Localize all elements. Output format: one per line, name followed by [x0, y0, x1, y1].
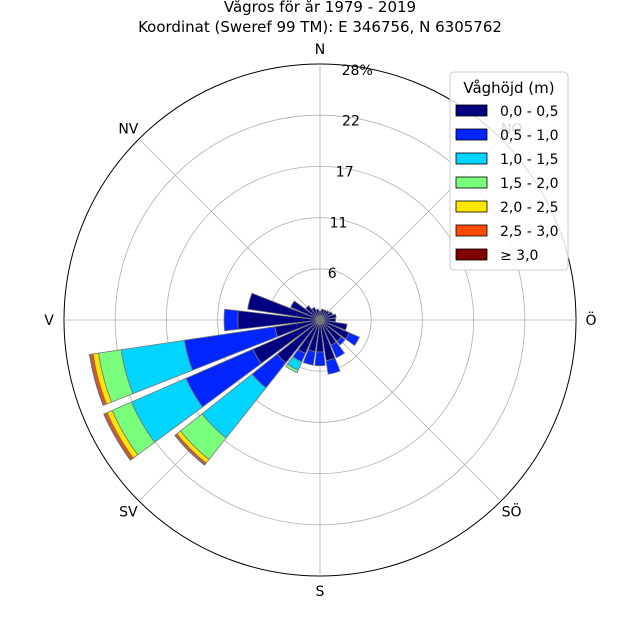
- chart-subtitle: Koordinat (Sweref 99 TM): E 346756, N 63…: [138, 18, 502, 36]
- radial-tick-label: 11: [330, 215, 348, 231]
- legend: Våghöjd (m) 0,0 - 0,5 0,5 - 1,0 1,0 - 1,5 1,…: [449, 71, 569, 271]
- legend-swatch: [455, 200, 488, 213]
- grid: [63, 63, 577, 577]
- bar-segment: [314, 351, 326, 367]
- bar-segment: [319, 310, 330, 321]
- legend-swatch: [455, 152, 488, 165]
- legend-label: 1,5 - 2,0: [500, 176, 558, 192]
- bar-segment: [319, 317, 336, 323]
- legend-swatch: [455, 176, 488, 189]
- legend-label: 2,5 - 3,0: [500, 224, 558, 240]
- direction-label: N: [315, 42, 325, 58]
- bar-segment: [315, 308, 321, 321]
- wave-bars: [88, 292, 360, 466]
- bar-segment: [103, 413, 132, 461]
- direction-label: S: [316, 584, 325, 600]
- radial-tick-label: 22: [342, 114, 360, 130]
- axis-labels: NNOÖSÖSSVVNV611172228%: [44, 42, 596, 600]
- bar-segment: [88, 353, 105, 406]
- legend-swatch: [455, 104, 488, 117]
- bar-segment: [223, 308, 239, 332]
- direction-label: NV: [118, 121, 138, 137]
- direction-label: V: [44, 313, 54, 329]
- bar-segment: [302, 349, 316, 366]
- bar-segment: [319, 311, 334, 321]
- legend-swatch: [455, 224, 488, 237]
- bar-segment: [285, 363, 299, 374]
- legend-label: 1,0 - 1,5: [500, 152, 558, 168]
- bar-segment: [311, 306, 321, 321]
- bar-segment: [247, 292, 321, 321]
- chart-title: Vågros för år 1979 - 2019: [223, 0, 417, 16]
- bar-segment: [290, 300, 321, 321]
- bar-segment: [305, 305, 321, 321]
- legend-swatch: [455, 128, 488, 141]
- legend-label: 2,0 - 2,5: [500, 200, 558, 216]
- bar-segment: [336, 336, 346, 346]
- bar-segment: [319, 313, 337, 321]
- radial-tick-label: 6: [328, 266, 337, 282]
- grid-spoke: [138, 138, 321, 321]
- grid-spoke: [319, 319, 502, 502]
- bar-segment: [345, 332, 360, 347]
- legend-label: ≥ 3,0: [500, 248, 538, 264]
- bar-segment: [174, 434, 206, 466]
- radial-tick-label: 17: [336, 165, 354, 181]
- bar-segment: [330, 341, 346, 359]
- direction-label: SV: [119, 505, 138, 521]
- legend-title: Våghöjd (m): [463, 79, 554, 97]
- legend-label: 0,0 - 0,5: [500, 104, 558, 120]
- direction-label: Ö: [585, 311, 596, 329]
- bar-segment: [325, 357, 341, 375]
- legend-label: 0,5 - 1,0: [500, 128, 558, 144]
- legend-swatch: [455, 248, 488, 261]
- legend-box: [449, 71, 569, 271]
- direction-label: SÖ: [502, 503, 522, 521]
- radial-tick-label: 28%: [342, 63, 373, 79]
